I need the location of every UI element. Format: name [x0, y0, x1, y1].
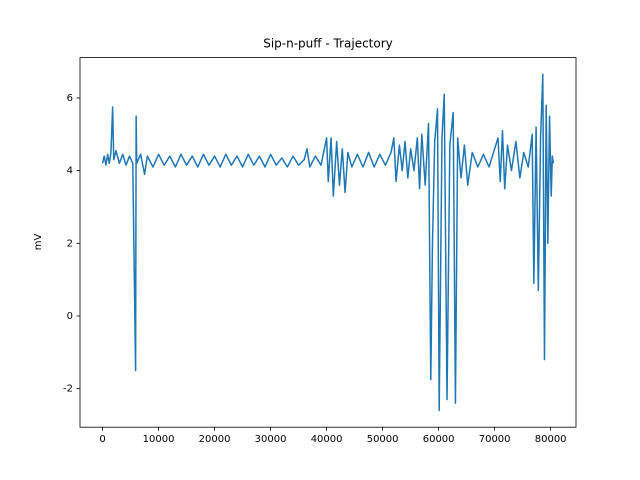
- x-tick-label: 10000: [143, 434, 175, 445]
- y-tick-label: 2: [67, 238, 73, 249]
- x-tick-label: 30000: [255, 434, 287, 445]
- x-tick-label: 50000: [367, 434, 399, 445]
- y-tick-label: -2: [63, 384, 73, 395]
- y-axis-label: mV: [33, 234, 44, 251]
- x-tick-label: 0: [99, 434, 105, 445]
- x-tick-label: 60000: [423, 434, 455, 445]
- y-tick-label: 6: [67, 93, 73, 104]
- y-tick-label: 4: [67, 166, 73, 177]
- x-tick-label: 20000: [199, 434, 231, 445]
- y-tick-label: 0: [67, 311, 73, 322]
- x-tick-label: 40000: [311, 434, 343, 445]
- x-tick-label: 70000: [479, 434, 511, 445]
- axes-frame: [79, 57, 577, 428]
- data-line: [101, 73, 555, 412]
- chart-title: Sip-n-puff - Trajectory: [263, 37, 393, 51]
- x-tick-label: 80000: [535, 434, 567, 445]
